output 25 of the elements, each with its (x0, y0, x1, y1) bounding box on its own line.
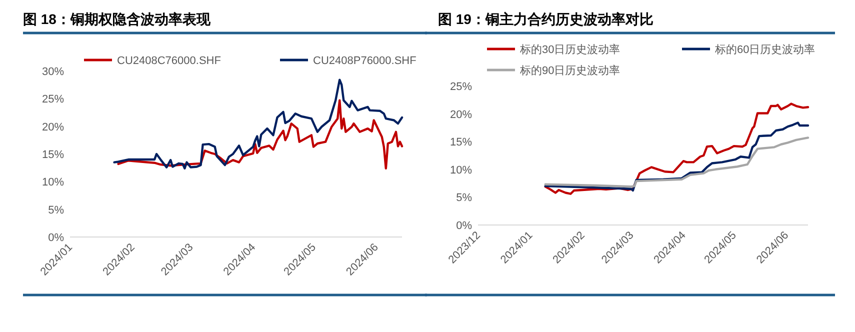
y-tick-label: 15% (42, 149, 64, 161)
y-tick-label: 5% (456, 192, 472, 204)
y-tick-label: 0% (48, 232, 64, 244)
y-tick-label: 30% (42, 66, 64, 78)
y-tick-label: 10% (42, 176, 64, 189)
line-series (117, 99, 404, 170)
y-tick-label: 15% (450, 136, 472, 149)
line-series (544, 136, 810, 188)
legend-label: 标的60日历史波动率 (714, 43, 816, 56)
y-tick-label: 5% (48, 204, 64, 216)
line-series (544, 122, 810, 192)
legend-label: 标的90日历史波动率 (519, 64, 620, 77)
line-series (544, 102, 810, 195)
y-tick-label: 25% (42, 94, 64, 106)
legend-label: 标的30日历史波动率 (519, 43, 620, 56)
y-tick-label: 20% (42, 121, 64, 134)
chart-title: 图 19：铜主力合约历史波动率对比 (438, 11, 654, 27)
y-tick-label: 20% (450, 108, 472, 121)
legend-label: CU2408C76000.SHF (117, 55, 222, 67)
chart-title: 图 18：铜期权隐含波动率表现 (23, 11, 212, 27)
legend-label: CU2408P76000.SHF (313, 55, 417, 67)
y-tick-label: 25% (450, 81, 472, 93)
y-tick-label: 10% (450, 164, 472, 176)
line-series (113, 78, 404, 170)
y-tick-label: 0% (456, 220, 472, 232)
